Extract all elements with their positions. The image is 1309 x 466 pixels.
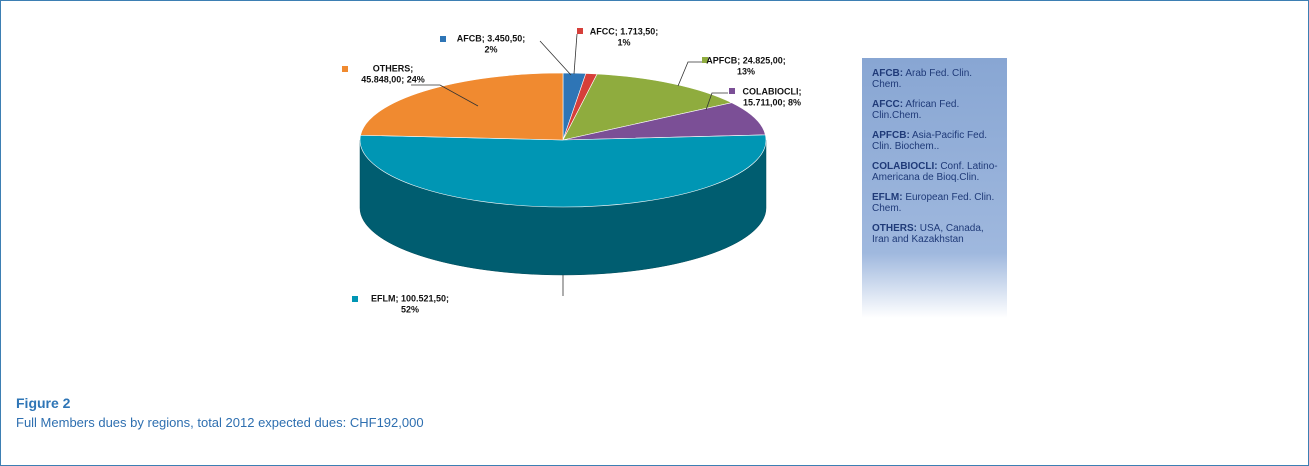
data-label: OTHERS; bbox=[373, 63, 414, 73]
label-key bbox=[729, 88, 735, 94]
note-term: APFCB: bbox=[872, 130, 910, 141]
data-label: EFLM; 100.521,50; bbox=[371, 293, 449, 303]
data-label: 52% bbox=[401, 304, 419, 314]
slice-top bbox=[562, 102, 766, 141]
label-key bbox=[352, 296, 358, 302]
note-text: European Fed. Clin. Chem. bbox=[872, 192, 995, 214]
figure-label: Figure 2 bbox=[16, 395, 71, 411]
note: OTHERS: USA, Canada, Iran and Kazakhstan bbox=[872, 223, 1003, 245]
note-text: Conf. Latino-Americana de Bioq.Clin. bbox=[872, 161, 998, 183]
data-label: APFCB; 24.825,00; bbox=[706, 55, 786, 65]
note: AFCB: Arab Fed. Clin. Chem. bbox=[872, 68, 1003, 90]
label-key bbox=[440, 36, 446, 42]
data-label: 13% bbox=[737, 66, 755, 76]
leader-line bbox=[705, 92, 728, 111]
slice-top bbox=[360, 72, 564, 141]
slice bbox=[360, 72, 564, 141]
note-text: African Fed. Clin.Chem. bbox=[872, 99, 960, 121]
note: EFLM: European Fed. Clin. Chem. bbox=[872, 192, 1003, 214]
data-label: 2% bbox=[484, 44, 497, 54]
leader-line bbox=[539, 40, 572, 76]
data-label: AFCB; 3.450,50; bbox=[457, 33, 526, 43]
slice bbox=[562, 102, 766, 141]
note: AFCC: African Fed. Clin.Chem. bbox=[872, 99, 1003, 121]
note: APFCB: Asia-Pacific Fed. Clin. Biochem.. bbox=[872, 130, 1003, 152]
leader-line bbox=[411, 84, 479, 107]
data-label: 45.848,00; 24% bbox=[361, 74, 425, 84]
data-label: COLABIOCLI; bbox=[743, 86, 802, 96]
leader-line bbox=[573, 33, 578, 75]
data-label: AFCC; 1.713,50; bbox=[590, 26, 659, 36]
slice-top bbox=[359, 134, 767, 208]
figure-caption: Full Members dues by regions, total 2012… bbox=[16, 415, 424, 430]
note-term: EFLM: bbox=[872, 192, 903, 203]
note-text: Arab Fed. Clin. Chem. bbox=[872, 68, 973, 90]
data-label: 15.711,00; 8% bbox=[743, 97, 801, 107]
leader-line bbox=[677, 61, 702, 87]
note-term: OTHERS: bbox=[872, 223, 917, 234]
data-label: 1% bbox=[617, 37, 630, 47]
note: COLABIOCLI: Conf. Latino-Americana de Bi… bbox=[872, 161, 1003, 183]
label-key bbox=[577, 28, 583, 34]
label-key bbox=[702, 57, 708, 63]
slice bbox=[359, 134, 767, 276]
note-text: Asia-Pacific Fed. Clin. Biochem.. bbox=[872, 130, 988, 152]
label-key bbox=[342, 66, 348, 72]
note-term: COLABIOCLI: bbox=[872, 161, 938, 172]
note-term: AFCC: bbox=[872, 99, 904, 110]
legend-notes: AFCB: Arab Fed. Clin. Chem. AFCC: African… bbox=[862, 58, 1007, 318]
slice-top bbox=[562, 73, 733, 141]
note-text: USA, Canada, Iran and Kazakhstan bbox=[872, 223, 984, 245]
note-term: AFCB: bbox=[872, 68, 904, 79]
slice bbox=[562, 73, 733, 141]
